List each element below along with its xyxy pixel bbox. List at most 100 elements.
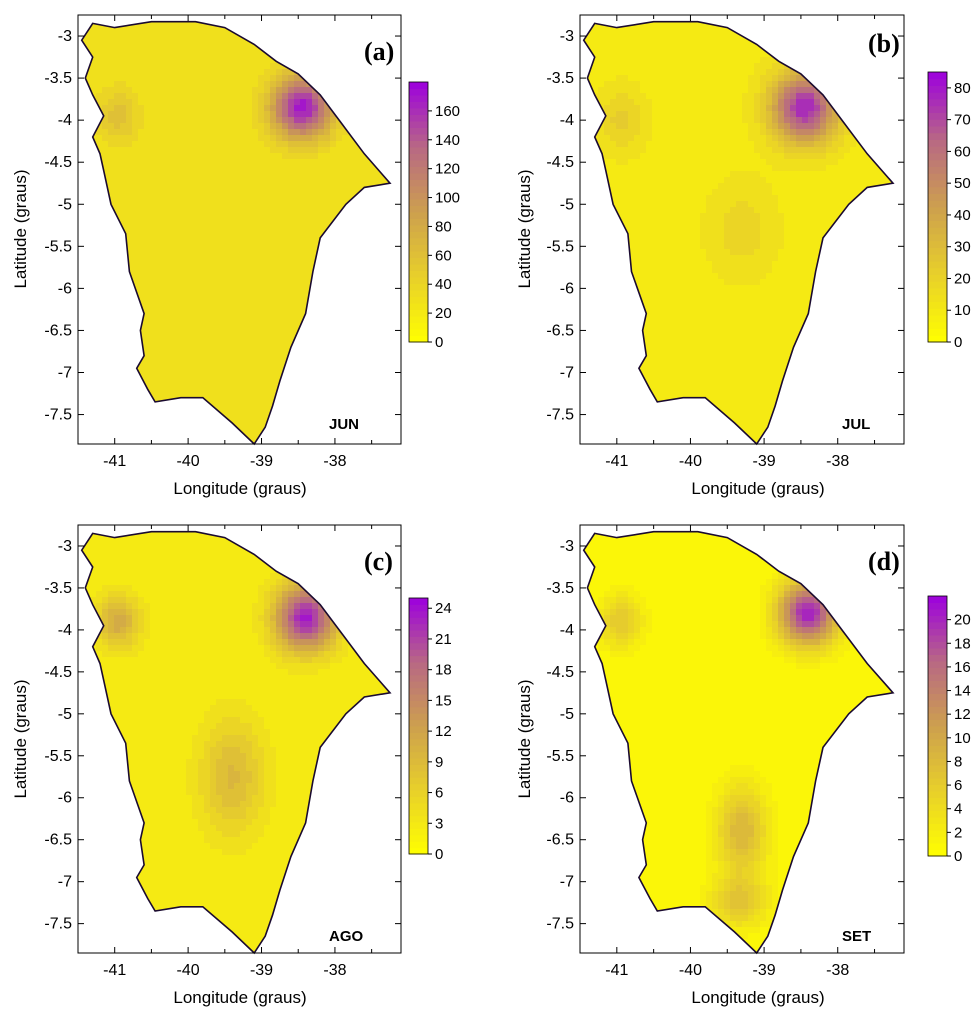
field-cell	[348, 297, 355, 304]
field-cell	[598, 15, 605, 22]
field-cell	[108, 189, 115, 196]
field-cell	[306, 375, 313, 382]
field-cell	[216, 141, 223, 148]
field-cell	[144, 135, 151, 142]
field-cell	[390, 171, 397, 178]
field-cell	[150, 129, 157, 136]
field-cell	[138, 123, 145, 130]
field-cell	[318, 345, 325, 352]
field-cell	[366, 363, 373, 370]
field-cell	[384, 141, 390, 148]
field-cell	[186, 81, 193, 88]
field-cell	[640, 93, 647, 100]
field-cell	[204, 45, 211, 52]
field-cell	[658, 33, 665, 40]
field-cell	[288, 339, 295, 346]
field-cell	[658, 201, 665, 208]
field-cell	[610, 333, 617, 340]
field-cell	[180, 225, 187, 232]
field-cell	[192, 435, 199, 442]
field-cell	[610, 189, 617, 196]
field-cell	[354, 351, 361, 358]
field-cell	[204, 63, 211, 70]
field-cell	[384, 291, 390, 298]
field-cell	[81, 21, 85, 28]
field-cell	[378, 81, 385, 88]
field-cell	[330, 387, 337, 394]
field-cell	[168, 279, 175, 286]
field-cell	[81, 99, 85, 106]
field-cell	[306, 135, 313, 142]
colorbar-step	[409, 88, 428, 96]
field-cell	[598, 75, 605, 82]
field-cell	[628, 63, 635, 70]
field-cell	[90, 243, 97, 250]
field-cell	[81, 51, 85, 58]
field-cell	[168, 297, 175, 304]
field-cell	[342, 303, 349, 310]
field-cell	[372, 135, 379, 142]
field-cell	[258, 267, 265, 274]
field-cell	[108, 243, 115, 250]
field-cell	[330, 135, 337, 142]
field-cell	[204, 303, 211, 310]
field-cell	[366, 327, 373, 334]
field-cell	[240, 327, 247, 334]
field-cell	[132, 309, 139, 316]
field-cell	[282, 429, 289, 436]
field-cell	[120, 393, 127, 400]
field-cell	[586, 123, 593, 130]
field-cell	[90, 423, 97, 430]
field-cell	[598, 303, 605, 310]
field-cell	[306, 363, 313, 370]
field-cell	[586, 93, 593, 100]
field-cell	[586, 57, 593, 64]
field-cell	[586, 261, 593, 268]
field-cell	[162, 291, 169, 298]
field-cell	[312, 411, 319, 418]
field-cell	[210, 75, 217, 82]
field-cell	[180, 177, 187, 184]
field-cell	[586, 111, 593, 118]
field-cell	[246, 33, 253, 40]
field-cell	[610, 297, 617, 304]
field-cell	[300, 333, 307, 340]
field-cell	[144, 57, 151, 64]
field-cell	[366, 93, 373, 100]
field-cell	[102, 201, 109, 208]
field-cell	[366, 375, 373, 382]
field-cell	[634, 231, 641, 238]
field-cell	[276, 171, 283, 178]
field-cell	[168, 15, 175, 22]
field-cell	[616, 123, 623, 130]
field-cell	[174, 189, 181, 196]
field-cell	[604, 219, 611, 226]
field-cell	[318, 357, 325, 364]
field-cell	[312, 171, 319, 178]
field-cell	[258, 315, 265, 322]
field-cell	[384, 243, 390, 250]
field-cell	[228, 201, 235, 208]
field-cell	[108, 219, 115, 226]
field-cell	[90, 387, 97, 394]
field-cell	[228, 267, 235, 274]
field-cell	[396, 15, 403, 22]
field-cell	[198, 309, 205, 316]
field-cell	[102, 165, 109, 172]
field-cell	[84, 201, 91, 208]
field-cell	[186, 429, 193, 436]
field-cell	[366, 201, 373, 208]
field-cell	[324, 435, 331, 442]
field-cell	[192, 135, 199, 142]
field-cell	[300, 291, 307, 298]
field-cell	[384, 321, 390, 328]
field-cell	[252, 141, 259, 148]
field-cell	[192, 195, 199, 202]
field-cell	[354, 345, 361, 352]
field-cell	[198, 87, 205, 94]
field-cell	[658, 231, 665, 238]
field-cell	[366, 165, 373, 172]
field-cell	[330, 39, 337, 46]
field-cell	[306, 15, 313, 22]
field-cell	[336, 369, 343, 376]
